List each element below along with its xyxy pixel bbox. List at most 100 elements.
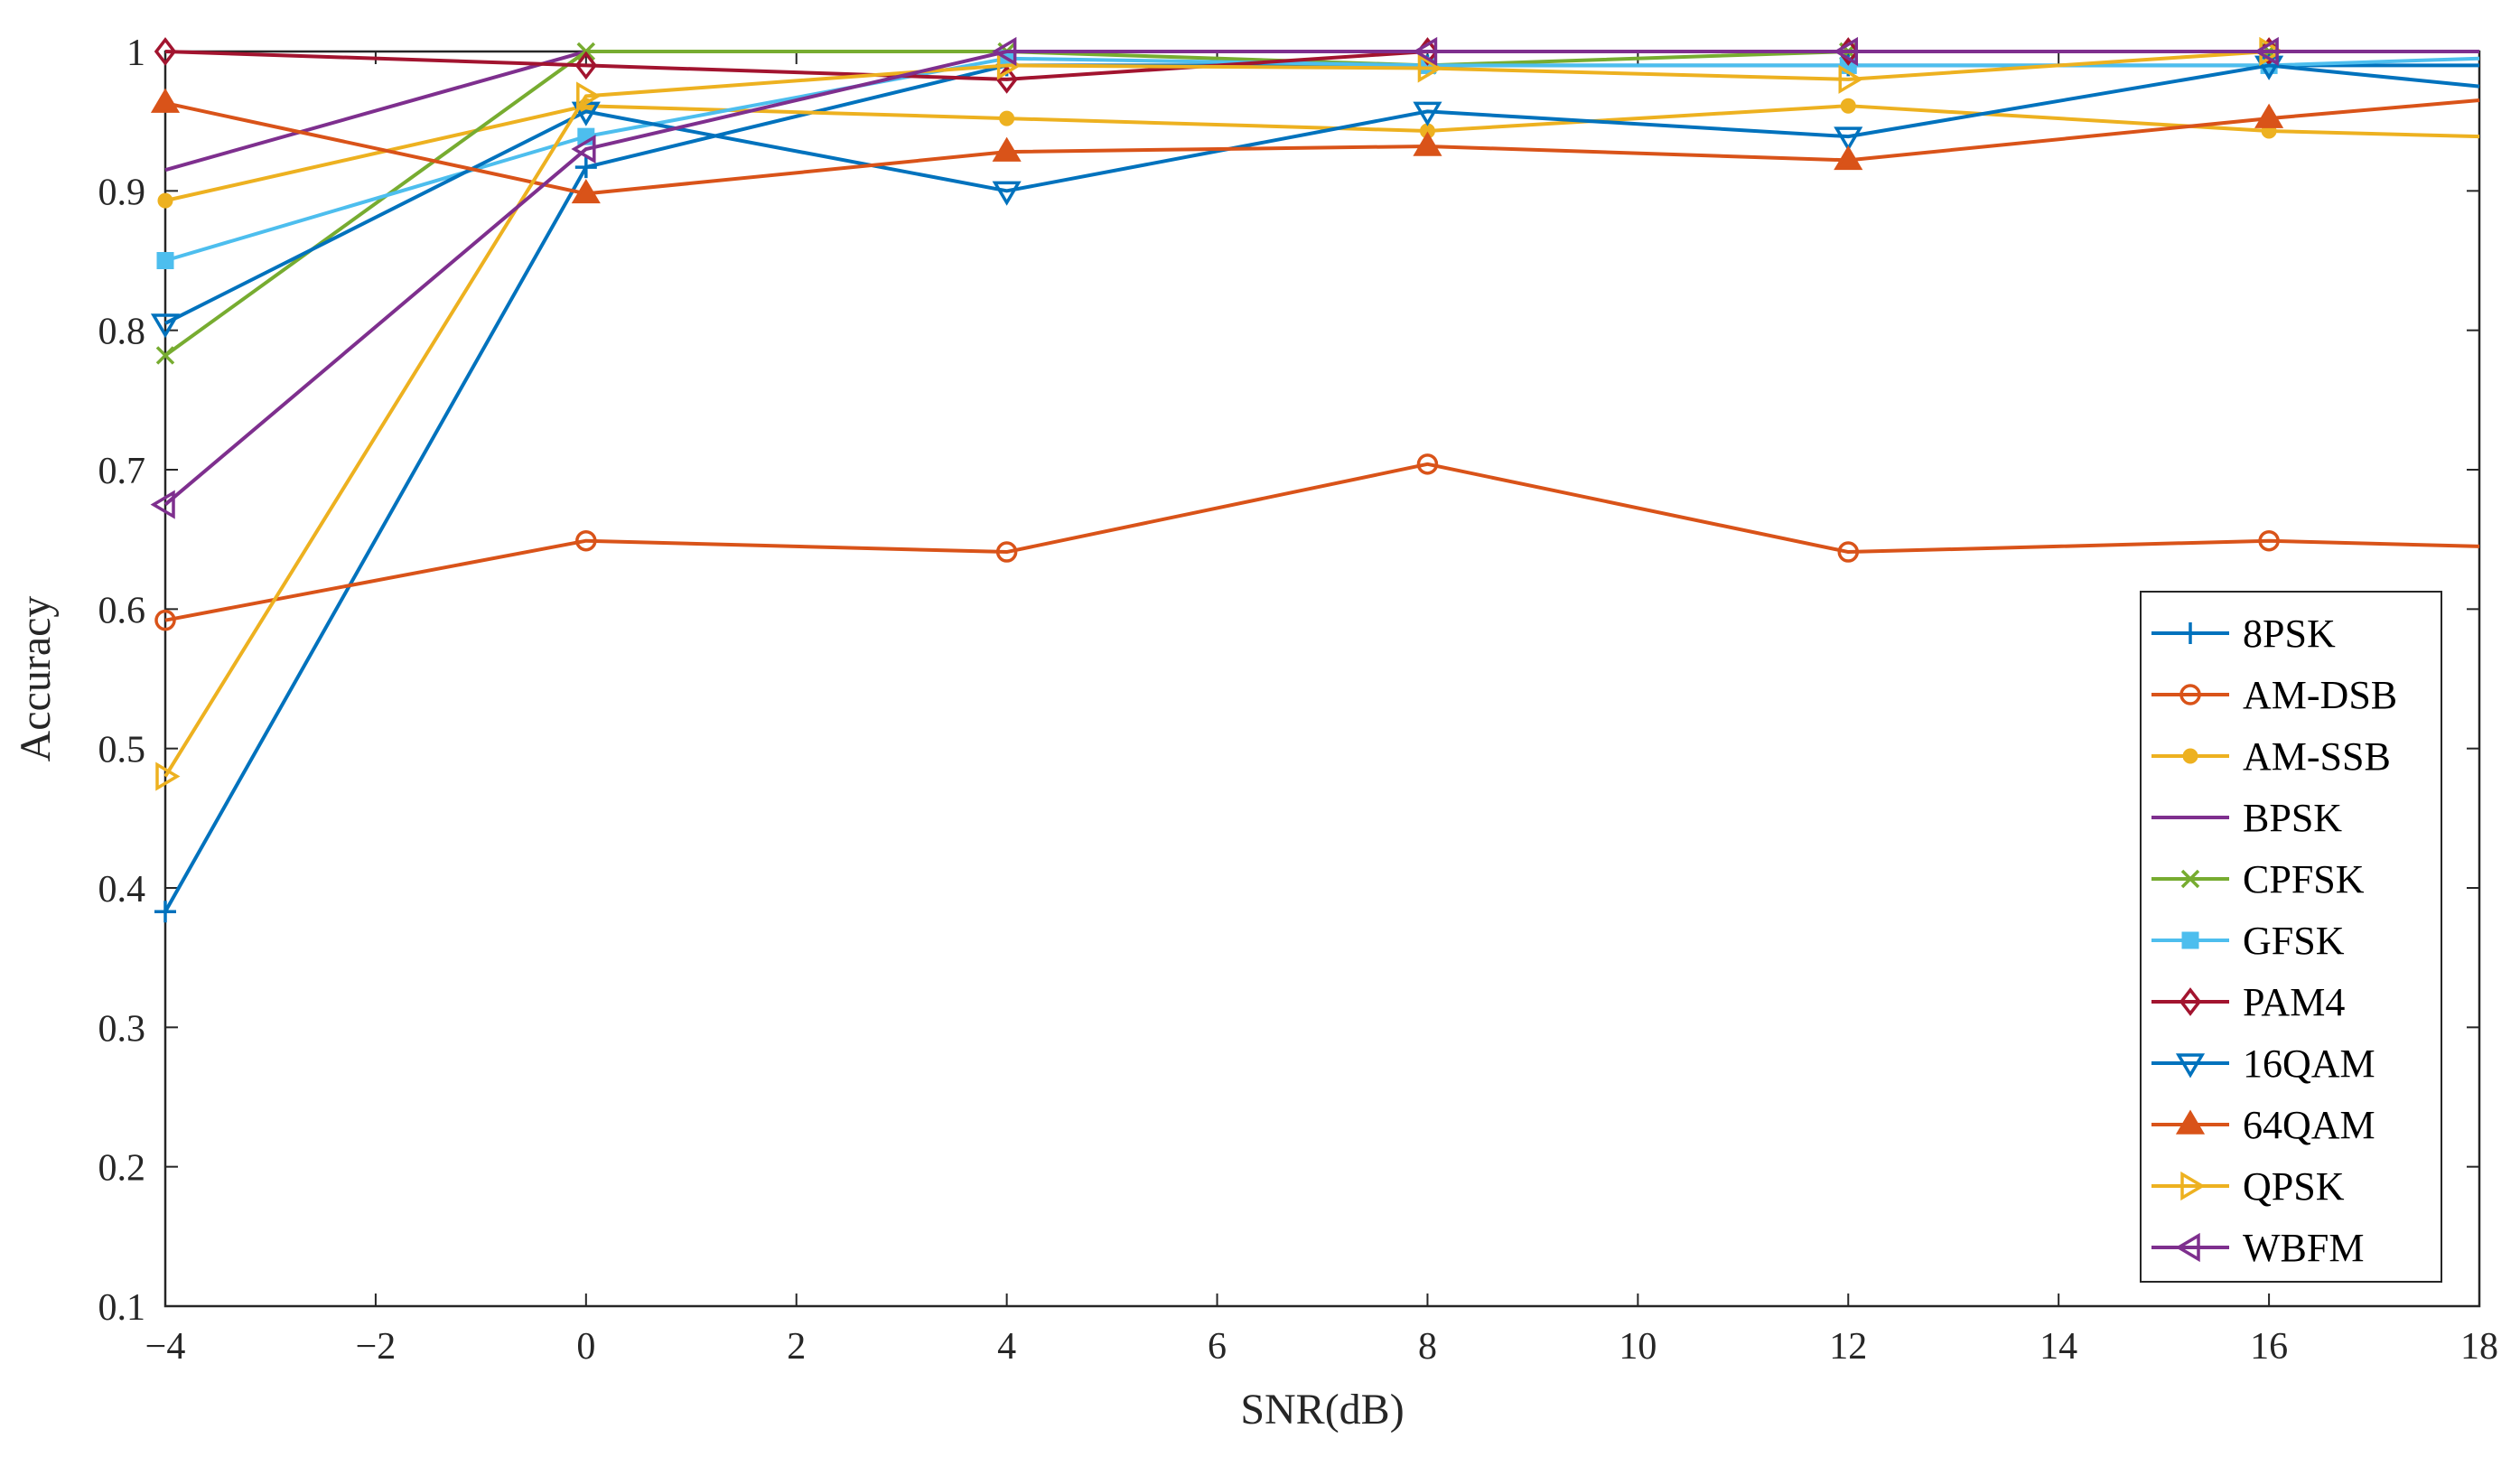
data-point-wbfm xyxy=(571,134,596,164)
legend-label-am-dsb: AM-DSB xyxy=(2243,673,2397,717)
legend-item-pam4: PAM4 xyxy=(2151,980,2345,1024)
data-point-8psk xyxy=(574,156,597,179)
series-line-am-ssb xyxy=(164,104,2480,203)
legend-marker-am-ssb xyxy=(2182,748,2198,764)
legend-marker-16qam xyxy=(2175,1053,2206,1079)
legend-item-8psk: 8PSK xyxy=(2151,612,2336,656)
data-point-64qam xyxy=(2254,103,2284,128)
data-point-16qam xyxy=(1834,126,1863,152)
x-tick-label: 16 xyxy=(2250,1326,2288,1368)
data-point-cpfsk xyxy=(155,346,175,365)
legend-label-pam4: PAM4 xyxy=(2243,980,2345,1024)
data-point-64qam xyxy=(150,88,181,113)
x-tick-label: −4 xyxy=(145,1326,186,1368)
data-point-am-dsb xyxy=(575,529,597,552)
legend-label-bpsk: BPSK xyxy=(2243,796,2342,840)
data-point-wbfm xyxy=(1833,36,1859,67)
y-tick-label: 0.7 xyxy=(98,451,146,492)
legend-marker-wbfm xyxy=(2175,1232,2200,1263)
legend-label-8psk: 8PSK xyxy=(2243,612,2336,656)
data-point-64qam xyxy=(992,136,1022,162)
plot-frame xyxy=(163,50,2481,1308)
legend-marker-am-dsb xyxy=(2179,684,2201,705)
data-point-16qam xyxy=(1413,101,1442,126)
legend: 8PSK AM-DSB AM-SSB BPSK CPFSK GFSK PAM4 16QAM 64… xyxy=(2140,591,2442,1283)
data-point-64qam xyxy=(1834,145,1863,171)
x-tick-label: 4 xyxy=(997,1326,1016,1368)
y-tick-label: 0.5 xyxy=(98,730,146,771)
series-wbfm xyxy=(150,36,2479,519)
legend-marker-8psk xyxy=(2179,622,2201,644)
data-point-wbfm xyxy=(1413,36,1438,67)
data-point-pam4 xyxy=(574,51,598,80)
axis-ticks: −4 −2 0 2 4 6 8 10 12 14 16 18 0.1 0.2 0.3 0.4 0.5 0.6 0.7… xyxy=(98,33,2499,1368)
series-am-dsb xyxy=(154,453,2480,631)
data-point-16qam xyxy=(150,313,181,339)
legend-label-gfsk: GFSK xyxy=(2243,919,2345,963)
series-line-cpfsk xyxy=(163,50,2479,358)
series-cpfsk xyxy=(155,42,2479,365)
y-tick-label: 0.3 xyxy=(98,1008,146,1050)
legend-label-64qam: 64QAM xyxy=(2243,1103,2375,1147)
x-tick-label: 0 xyxy=(576,1326,595,1368)
y-tick-label: 0.2 xyxy=(98,1148,146,1190)
series-gfsk xyxy=(156,50,2480,269)
x-tick-label: 14 xyxy=(2039,1326,2077,1368)
data-point-qpsk xyxy=(1417,53,1442,83)
data-point-gfsk xyxy=(156,252,174,269)
legend-label-wbfm: WBFM xyxy=(2243,1226,2364,1270)
y-tick-label: 0.4 xyxy=(98,869,146,911)
x-tick-label: 10 xyxy=(1619,1326,1657,1368)
axes-box xyxy=(163,50,2481,1308)
y-axis-title: Accuracy xyxy=(12,596,60,762)
series-line-qpsk xyxy=(163,50,2479,778)
data-point-am-dsb xyxy=(1837,541,1860,563)
series-line-am-dsb xyxy=(164,462,2480,622)
x-tick-label: 18 xyxy=(2460,1326,2498,1368)
series-64qam xyxy=(150,88,2480,204)
series-line-16qam xyxy=(164,63,2480,325)
legend-marker-qpsk xyxy=(2180,1171,2206,1201)
data-point-64qam xyxy=(571,178,601,204)
y-tick-label: 0.6 xyxy=(98,590,146,631)
data-point-qpsk xyxy=(155,761,181,791)
data-point-16qam xyxy=(992,181,1022,206)
x-tick-label: 2 xyxy=(787,1326,806,1368)
y-tick-label: 0.8 xyxy=(98,312,146,353)
data-point-qpsk xyxy=(1838,64,1863,94)
series-line-8psk xyxy=(163,63,2479,913)
x-tick-label: 6 xyxy=(1208,1326,1227,1368)
x-tick-label: 12 xyxy=(1829,1326,1867,1368)
legend-item-qpsk: QPSK xyxy=(2151,1164,2345,1209)
data-point-qpsk xyxy=(576,81,602,111)
legend-label-qpsk: QPSK xyxy=(2243,1164,2345,1209)
x-axis-title: SNR(dB) xyxy=(1240,1386,1404,1434)
legend-item-wbfm: WBFM xyxy=(2151,1226,2364,1270)
legend-item-am-ssb: AM-SSB xyxy=(2151,734,2391,779)
x-tick-label: 8 xyxy=(1418,1326,1437,1368)
data-point-am-ssb xyxy=(157,192,173,209)
legend-item-bpsk: BPSK xyxy=(2151,796,2342,840)
legend-item-16qam: 16QAM xyxy=(2151,1041,2375,1086)
data-point-wbfm xyxy=(2254,36,2279,67)
data-point-64qam xyxy=(1413,131,1442,156)
data-point-am-ssb xyxy=(1840,98,1856,114)
data-point-pam4 xyxy=(154,37,177,66)
legend-label-16qam: 16QAM xyxy=(2243,1041,2375,1086)
legend-item-cpfsk: CPFSK xyxy=(2151,857,2365,901)
plot-series xyxy=(150,36,2480,923)
data-point-am-dsb xyxy=(2258,529,2280,552)
series-16qam xyxy=(150,55,2480,339)
legend-item-64qam: 64QAM xyxy=(2151,1103,2375,1147)
legend-marker-64qam xyxy=(2175,1109,2206,1135)
data-point-am-ssb xyxy=(999,110,1015,126)
data-point-am-dsb xyxy=(995,541,1018,563)
legend-marker-pam4 xyxy=(2179,987,2202,1016)
x-tick-label: −2 xyxy=(356,1326,397,1368)
series-line-wbfm xyxy=(163,50,2479,507)
legend-label-am-ssb: AM-SSB xyxy=(2243,734,2391,779)
legend-item-gfsk: GFSK xyxy=(2151,919,2345,963)
data-point-am-dsb xyxy=(1416,453,1439,475)
